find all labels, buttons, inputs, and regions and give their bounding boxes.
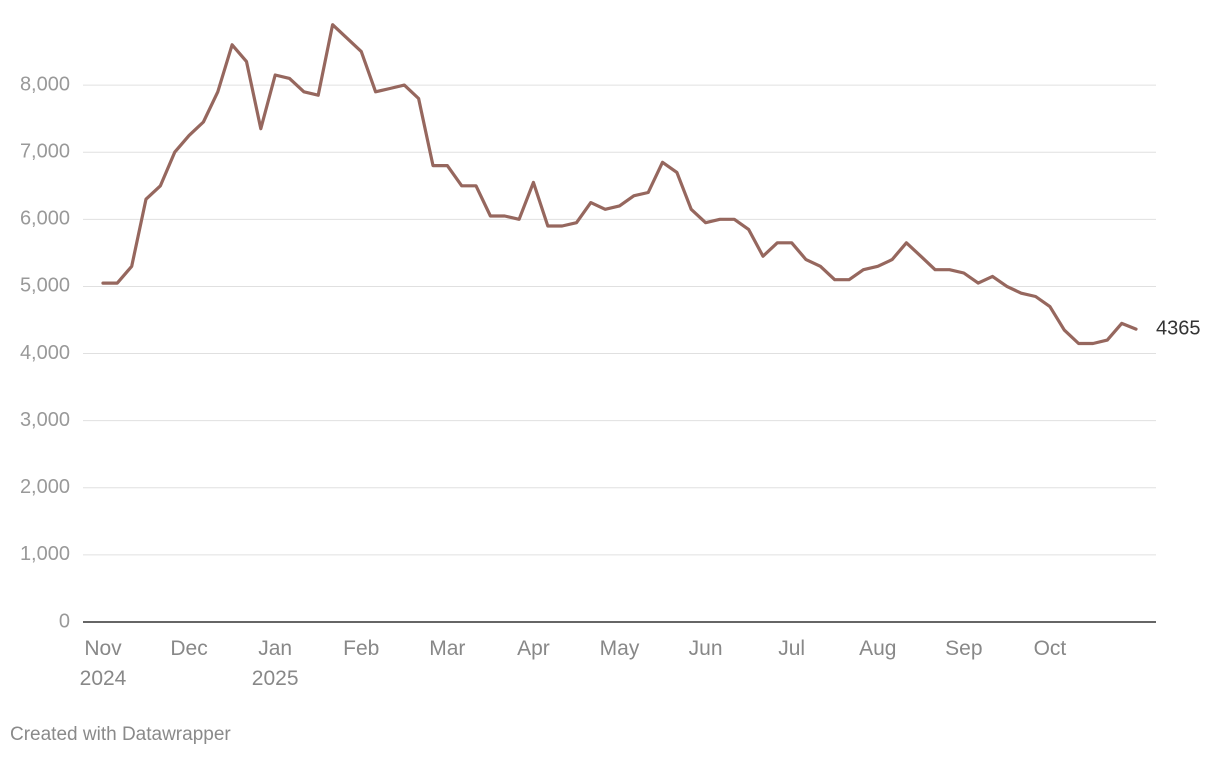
x-tick-label: May — [599, 637, 640, 660]
y-tick-label: 4,000 — [20, 342, 70, 364]
x-tick-label: Apr — [517, 637, 550, 660]
x-tick-label: Sep — [945, 637, 983, 660]
x-tick-label: Dec — [170, 637, 208, 660]
x-tick-label: Aug — [859, 637, 897, 660]
y-tick-label: 2,000 — [20, 476, 70, 498]
y-tick-label: 3,000 — [20, 409, 70, 431]
x-tick-label: Mar — [429, 637, 466, 660]
x-tick-label: Jan 2025 — [251, 637, 299, 690]
source-note: Created with Datawrapper — [10, 724, 231, 745]
y-tick-label: 5,000 — [20, 275, 70, 297]
x-tick-label: Jul — [778, 637, 806, 660]
x-tick-label: Feb — [343, 637, 380, 660]
x-tick-label: Oct — [1033, 637, 1067, 660]
end-value-label: 4365 — [1156, 317, 1201, 339]
x-tick-label: Jun — [688, 637, 723, 660]
y-tick-label: 0 — [59, 610, 70, 632]
y-tick-label: 1,000 — [20, 543, 70, 565]
y-tick-label: 7,000 — [20, 141, 70, 163]
y-tick-label: 6,000 — [20, 208, 70, 230]
y-tick-label: 8,000 — [20, 73, 70, 95]
x-tick-label: Nov 2024 — [79, 637, 127, 690]
line — [101, 23, 1138, 346]
